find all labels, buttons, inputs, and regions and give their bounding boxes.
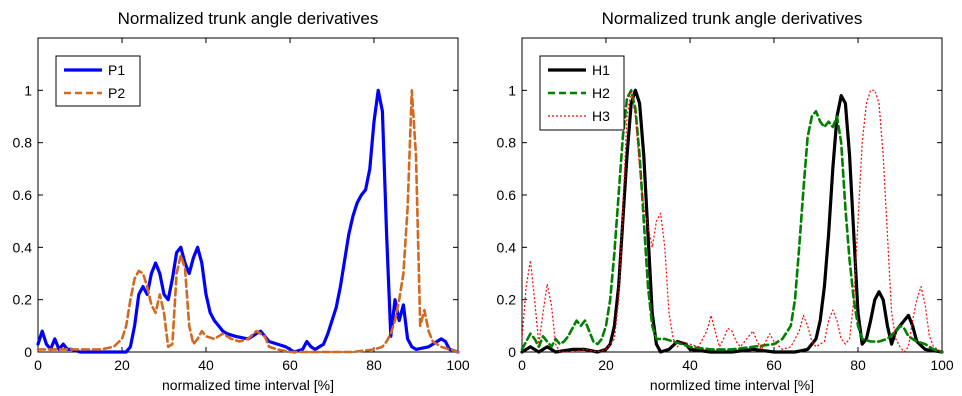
- right-chart: Normalized trunk angle derivatives 0 20 40…: [497, 9, 954, 393]
- right-axis-ticks: 0 20 40 60 80 100 0 0.2 0.4 0.6 0.8 1: [497, 38, 954, 373]
- right-y-tick-label: 0.6: [497, 187, 517, 203]
- left-y-tick-label: 0.4: [13, 239, 33, 255]
- left-series-lines: [36, 88, 460, 354]
- left-x-tick-label: 20: [114, 357, 130, 373]
- right-series-h1-line: [520, 88, 944, 354]
- right-legend-label-h3: H3: [592, 108, 610, 124]
- right-legend-label-h2: H2: [592, 85, 610, 101]
- right-x-tick-label: 40: [682, 357, 698, 373]
- left-series-p2-line: [36, 89, 460, 354]
- right-y-tick-label: 0.8: [497, 135, 517, 151]
- left-legend-label-p1: P1: [108, 62, 125, 78]
- left-chart-title: Normalized trunk angle derivatives: [118, 9, 379, 28]
- right-x-tick-label: 0: [518, 357, 526, 373]
- right-x-tick-label: 60: [766, 357, 782, 373]
- left-x-tick-label: 80: [366, 357, 382, 373]
- left-y-tick-label: 0.8: [13, 135, 33, 151]
- left-y-tick-label: 1: [24, 82, 32, 98]
- left-x-axis-label: normalized time interval [%]: [162, 377, 334, 393]
- right-x-axis-label: normlized time interval [%]: [650, 377, 814, 393]
- left-chart: Normalized trunk angle derivatives 0 20 40…: [13, 9, 470, 393]
- left-y-tick-label: 0.2: [13, 292, 33, 308]
- left-x-tick-label: 100: [446, 357, 470, 373]
- right-series-lines: [520, 88, 944, 354]
- left-y-tick-label: 0.6: [13, 187, 33, 203]
- right-y-tick-label: 0.4: [497, 239, 517, 255]
- left-x-tick-label: 40: [198, 357, 214, 373]
- left-x-tick-label: 60: [282, 357, 298, 373]
- right-x-tick-label: 80: [850, 357, 866, 373]
- right-y-tick-label: 1: [508, 82, 516, 98]
- left-legend-label-p2: P2: [108, 85, 125, 101]
- left-legend-box: [55, 55, 141, 107]
- right-x-tick-label: 100: [930, 357, 954, 373]
- right-chart-title: Normalized trunk angle derivatives: [602, 9, 863, 28]
- right-series-h3-line: [521, 89, 943, 353]
- left-series-p1-line: [36, 88, 460, 354]
- right-series-h2-line: [520, 89, 944, 354]
- left-x-tick-label: 0: [34, 357, 42, 373]
- right-legend: H1 H2 H3: [539, 55, 625, 131]
- left-y-tick-label: 0: [24, 344, 32, 360]
- left-axis-ticks: 0 20 40 60 80 100 0 0.2 0.4 0.6 0.8 1: [13, 38, 470, 373]
- right-legend-label-h1: H1: [592, 62, 610, 78]
- right-y-tick-label: 0.2: [497, 292, 517, 308]
- right-y-tick-label: 0: [508, 344, 516, 360]
- right-x-tick-label: 20: [598, 357, 614, 373]
